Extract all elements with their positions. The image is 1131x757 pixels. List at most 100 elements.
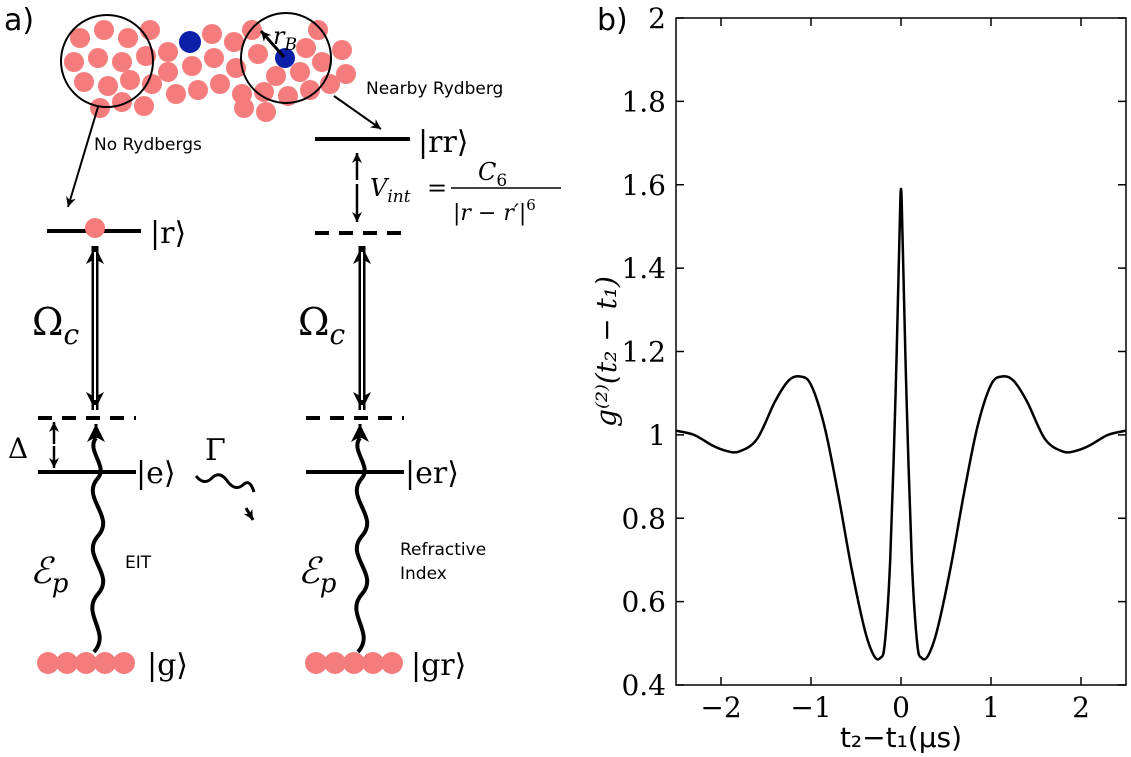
ground-atom (182, 56, 202, 76)
omega-c-left: Ωc (32, 300, 80, 351)
ground-atom (204, 48, 224, 68)
right-ladder: |rr⟩ Vint = C6 |r − r′|6 Ωc (298, 125, 561, 683)
rydberg-excitation (85, 218, 105, 238)
ground-atom (336, 64, 356, 84)
ground-atom (308, 20, 328, 40)
ground-atom (305, 652, 327, 674)
ground-atom (113, 652, 135, 674)
ground-atom (118, 28, 138, 48)
interaction-lhs: Vint (370, 174, 411, 207)
ground-atom (224, 32, 244, 52)
y-tick-label: 0.8 (621, 502, 666, 535)
ground-atom (75, 652, 97, 674)
ground-atom (324, 652, 346, 674)
ground-atom (158, 62, 178, 82)
blockade-circle-left (60, 14, 154, 108)
delta-label: Δ (8, 432, 28, 465)
ground-atom (158, 42, 178, 62)
ground-atom (70, 28, 90, 48)
ground-atom (296, 38, 316, 58)
omega-c-right: Ωc (298, 300, 346, 351)
y-axis-label: g⁽²⁾(t₂ − t₁) (590, 276, 623, 427)
ground-atom (210, 74, 230, 94)
ground-atom (381, 652, 403, 674)
gamma-label: Γ (205, 433, 226, 468)
ground-atom (300, 80, 320, 100)
state-e-label: |e⟩ (136, 456, 176, 491)
ground-atom (134, 96, 154, 116)
x-axis-label: t₂−t₁(μs) (840, 721, 962, 754)
ground-atom (248, 44, 268, 64)
ground-atom (188, 80, 208, 100)
y-tick-label: 0.4 (621, 669, 666, 702)
ground-atom (234, 98, 254, 118)
state-g-label: |g⟩ (147, 648, 188, 683)
y-tick-label: 1.8 (621, 85, 666, 118)
ground-atom (290, 62, 310, 82)
no-rydbergs-label: No Rydbergs (94, 135, 202, 155)
panel-a: a) rB No Rydbergs Nearby Rydberg |r⟩ (4, 3, 561, 683)
ground-atom (254, 82, 274, 102)
panel-b-label: b) (597, 3, 628, 38)
no-rydbergs-arrow (66, 106, 99, 208)
blockade-radius-label: rB (273, 22, 297, 55)
left-ladder: |r⟩ Ωc |e⟩ Δ Γ ℰp EIT |g⟩ (8, 216, 256, 683)
g2-series-line (675, 187, 1127, 661)
nearby-rydberg-arrow (333, 95, 382, 130)
state-gr-label: |gr⟩ (411, 648, 466, 683)
decay-wavy-arrow (194, 473, 256, 493)
probe-wavy-arrow-right (354, 436, 370, 654)
ground-atom (37, 652, 59, 674)
ground-atom-row-right (305, 652, 403, 674)
ground-atom (112, 52, 132, 72)
ground-atom (266, 66, 286, 86)
y-tick-label: 1.2 (621, 336, 666, 369)
blockade-circle-right (240, 12, 332, 104)
probe-wavy-arrow-left (90, 436, 106, 654)
x-tick-label: −2 (700, 691, 741, 724)
y-tick-label: 1 (648, 419, 666, 452)
state-rr-label: |rr⟩ (418, 125, 469, 160)
atom-cloud: rB (60, 12, 356, 122)
y-tick-label: 0.6 (621, 586, 666, 619)
ground-atom (362, 652, 384, 674)
g2-chart: 0.4 0.6 0.8 1 1.2 1.4 1.6 1.8 2 −2 −1 0 1 2 t₂−t₁(μs) g… (590, 2, 1127, 754)
interaction-numerator: C6 (478, 158, 507, 191)
ground-atom (74, 72, 94, 92)
ground-atom-row-left (37, 652, 135, 674)
y-tick-label: 1.6 (621, 169, 666, 202)
x-tick-label: −1 (790, 691, 831, 724)
blockade-radius-arrow (259, 30, 286, 58)
probe-label-left: ℰp (30, 551, 69, 599)
ground-atom (140, 20, 160, 40)
ground-atom (64, 52, 84, 72)
nearby-rydberg-label: Nearby Rydberg (366, 79, 503, 99)
ground-atom (256, 102, 276, 122)
ground-atom (94, 652, 116, 674)
ground-atoms (64, 20, 356, 122)
ground-atom (98, 76, 118, 96)
ground-atom (343, 652, 365, 674)
ground-atom (94, 20, 114, 40)
state-r-label: |r⟩ (150, 216, 186, 251)
plot-frame (675, 17, 1127, 686)
x-tick-label: 2 (1072, 691, 1090, 724)
ground-atom (202, 24, 222, 44)
ground-atom (142, 74, 162, 94)
refractive-index-label: Refractive Index (400, 540, 492, 584)
x-tick-label: 0 (892, 691, 910, 724)
rydberg-atom (179, 31, 201, 53)
ground-atom (112, 92, 132, 112)
ground-atom (166, 84, 186, 104)
ground-atom (278, 86, 298, 106)
probe-label-right: ℰp (298, 551, 337, 599)
panel-b: b) 0.4 0.6 0.8 1 1.2 1.4 1.6 1.8 2 −2 −1 0 1 2 t₂−t₁(μ… (590, 2, 1127, 754)
ground-atom (332, 40, 352, 60)
ground-atom (120, 70, 140, 90)
panel-a-label: a) (4, 3, 34, 38)
ground-atom (312, 52, 332, 72)
state-er-label: |er⟩ (405, 456, 459, 491)
ground-atom (88, 48, 108, 68)
x-tick-label: 1 (982, 691, 1000, 724)
